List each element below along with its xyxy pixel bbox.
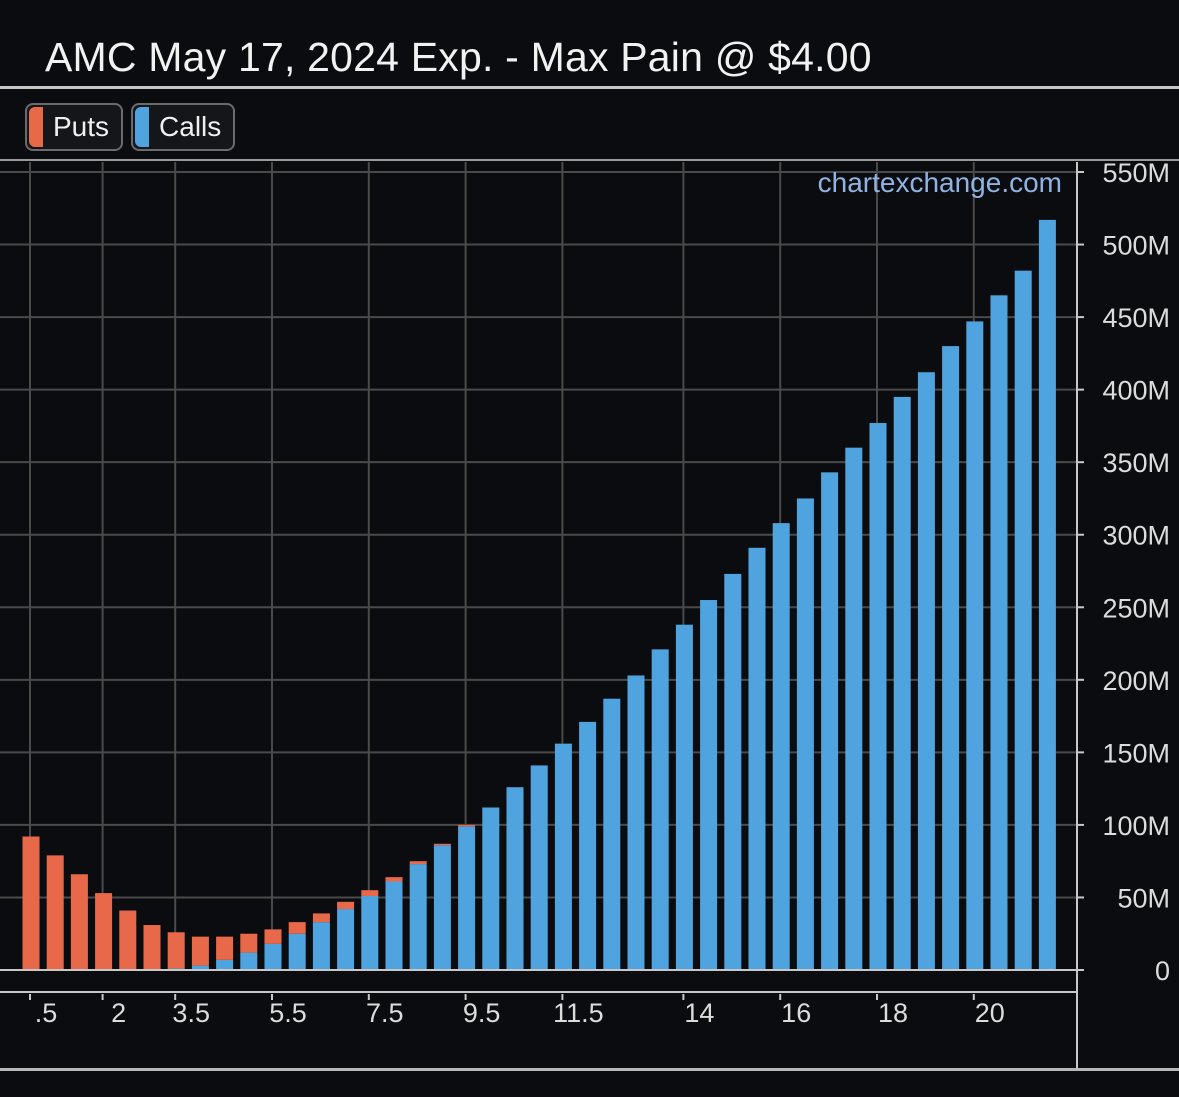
watermark: chartexchange.com [818,167,1062,198]
puts-bar [240,933,258,953]
calls-bar [869,423,887,970]
legend-item-puts[interactable]: Puts [25,103,124,151]
calls-bar [433,845,451,970]
puts-bar [143,925,161,970]
puts-bar [22,836,40,970]
puts-bar [385,877,403,882]
y-tick-label: 250M [1102,593,1170,623]
legend: Puts Calls [25,103,236,151]
x-tick-label: 9.5 [463,998,501,1028]
puts-bar [288,922,306,934]
calls-bar [216,959,234,970]
calls-bar [458,826,476,970]
calls-bar [240,952,258,970]
y-tick-label: 500M [1102,231,1170,261]
x-tick-label: 7.5 [366,998,404,1028]
title-divider [0,86,1179,89]
calls-bar [554,743,572,970]
plot-top-divider [0,159,1179,161]
puts-bar [312,913,330,923]
x-tick-label: 16 [781,998,811,1028]
x-tick-label: 11.5 [553,998,604,1028]
calls-bar [724,573,742,970]
bottom-divider [0,1068,1179,1071]
calls-bar [264,943,282,970]
calls-bar [942,346,960,970]
puts-bar [409,861,427,865]
legend-item-calls[interactable]: Calls [131,103,236,151]
calls-bar [845,447,863,970]
puts-swatch [29,107,43,147]
calls-bar [893,396,911,971]
y-tick-label: 100M [1102,811,1170,841]
calls-bar [409,864,427,970]
puts-bar [119,910,137,970]
puts-bar [70,874,88,970]
y-tick-label: 50M [1117,883,1170,913]
calls-bar [530,765,548,970]
calls-bar [966,321,984,971]
calls-bar [1014,270,1032,970]
y-tick-label: 350M [1102,448,1170,478]
calls-bar [917,372,935,970]
calls-bar [603,698,621,970]
puts-bar [458,824,476,827]
legend-label-calls: Calls [159,111,222,142]
calls-bar [361,896,379,970]
puts-bar [95,893,113,970]
y-tick-label: 300M [1102,521,1170,551]
calls-bar [385,881,403,970]
y-tick-label: 150M [1102,738,1170,768]
puts-bar [191,936,209,966]
puts-bar [167,932,185,969]
puts-bar [264,929,282,944]
calls-bar [506,787,524,970]
calls-bar [288,933,306,970]
puts-bar [433,843,451,846]
y-tick-label: 450M [1102,303,1170,333]
calls-swatch [135,107,150,147]
x-tick-label: 20 [975,998,1005,1028]
calls-bar [675,624,693,970]
puts-bar [216,936,234,960]
calls-bar [312,922,330,970]
puts-bar [337,901,355,910]
chart-title: AMC May 17, 2024 Exp. - Max Pain @ $4.00 [45,34,872,80]
calls-bar [579,721,597,970]
x-tick-label: 5.5 [269,998,307,1028]
y-tick-label: 0 [1155,956,1170,986]
y-tick-label: 400M [1102,376,1170,406]
calls-bar [700,600,718,970]
x-tick-label: 14 [684,998,714,1028]
calls-bar [772,523,790,970]
puts-bar [361,890,379,897]
calls-bar [651,649,669,970]
calls-bar [748,547,766,970]
y-tick-label: 550M [1102,158,1170,188]
y-tick-label: 200M [1102,666,1170,696]
axes: 0 50M 100M 150M 200M 250M 300M 350M 400M 450M 500M… [0,158,1170,1068]
x-tick-label: 2 [111,998,126,1028]
calls-bar [627,675,645,970]
calls-bar [821,472,839,970]
calls-bar [990,295,1008,970]
x-tick-label: 3.5 [172,998,210,1028]
calls-bar [796,498,814,970]
x-tick-label: .5 [35,998,58,1028]
calls-bar [191,965,209,970]
calls-bar [482,807,500,970]
legend-label-puts: Puts [53,111,110,142]
puts-bar [46,855,64,970]
calls-bar [1038,219,1056,970]
calls-bar [337,909,355,970]
bars [22,219,1056,971]
x-tick-label: 18 [878,998,908,1028]
